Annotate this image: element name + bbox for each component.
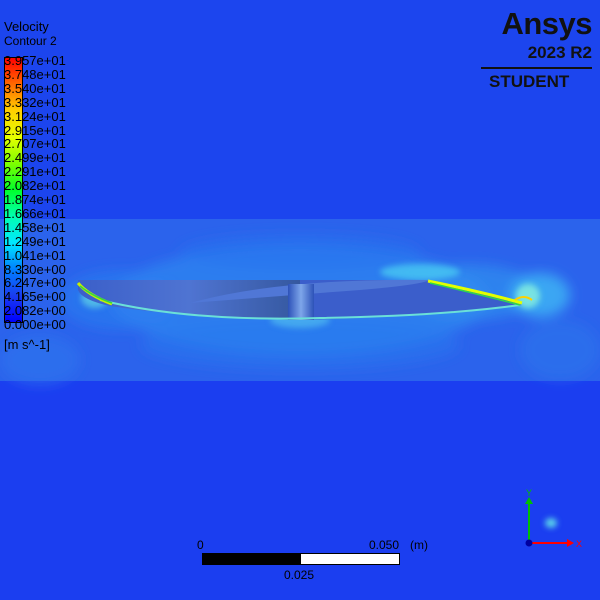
legend-title: Velocity: [4, 19, 49, 34]
legend-tick-label: 4.165e+00: [4, 289, 66, 305]
legend-tick-label: 2.915e+01: [4, 122, 66, 138]
x-axis-arrow: [567, 539, 574, 547]
scale-left-label: 0: [197, 538, 204, 552]
legend-tick-label: 1.874e+01: [4, 192, 66, 207]
legend-tick-label: 3.332e+01: [4, 94, 66, 110]
legend-tick-label: 2.082e+01: [4, 178, 66, 194]
legend-tick-label: 1.458e+01: [4, 219, 66, 235]
scale-right-label: 0.050: [369, 538, 400, 552]
legend-tick-label: 3.957e+01: [4, 53, 66, 68]
legend-tick-label: 8.330e+00: [4, 261, 66, 277]
colorbar: [4, 57, 23, 323]
version-label: 2023 R2: [527, 43, 592, 62]
x-axis-label: X: [576, 539, 582, 549]
legend-tick-label: 2.707e+01: [4, 136, 66, 152]
field-upper-band: [0, 0, 600, 220]
hub: [288, 284, 314, 320]
legend-tick-label: 1.041e+01: [4, 247, 66, 263]
axis-triad: [525, 497, 574, 547]
logo-divider: [481, 67, 592, 69]
scale-bar-black-segment: [202, 553, 302, 565]
triad-origin: [525, 539, 533, 547]
legend-tick-label: 3.540e+01: [4, 80, 66, 96]
legend-tick-label: 6.247e+00: [4, 275, 66, 291]
trailing-edge-inner: [429, 282, 521, 306]
legend-tick-label: 1.666e+01: [4, 205, 66, 221]
airfoil-geometry: [76, 279, 533, 320]
scale-unit: (m): [410, 538, 428, 552]
blade-left: [78, 280, 300, 320]
legend-unit: [m s^-1]: [4, 337, 50, 352]
trailing-edge-high-velocity: [427, 279, 523, 305]
leading-edge-inner: [79, 285, 113, 304]
legend-tick-label: 2.499e+01: [4, 150, 66, 166]
ansys-logo: Ansys: [501, 6, 592, 41]
legend-tick-label: 3.748e+01: [4, 66, 66, 82]
edition-label: STUDENT: [489, 72, 570, 91]
legend-tick-label: 0.000e+00: [4, 317, 66, 333]
y-axis-arrow: [525, 497, 533, 504]
tip-flow: [514, 296, 533, 301]
y-axis-label: Y: [526, 488, 532, 498]
scale-mid-label: 0.025: [284, 568, 315, 582]
scale-bar-white-segment: [300, 553, 400, 565]
legend-tick-label: 2.082e+00: [4, 303, 66, 319]
legend-tick-label: 2.291e+01: [4, 164, 66, 180]
legend-tick-label: 3.124e+01: [4, 108, 66, 124]
blade-lower-edge: [99, 299, 521, 320]
legend-subtitle: Contour 2: [4, 34, 57, 48]
legend-tick-label: 1.249e+01: [4, 233, 66, 249]
